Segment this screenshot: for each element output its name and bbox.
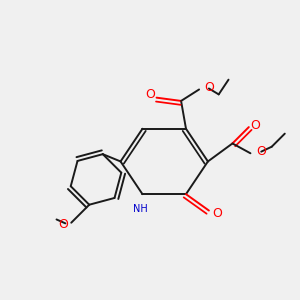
Text: O: O [250,119,260,132]
Text: NH: NH [134,204,148,214]
Text: O: O [204,81,214,94]
Text: O: O [212,207,222,220]
Text: O: O [256,145,266,158]
Text: O: O [145,88,155,101]
Text: O: O [58,218,68,231]
